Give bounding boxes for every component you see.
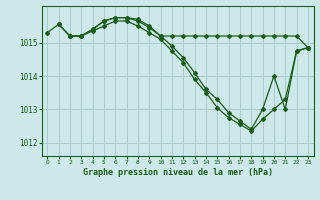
X-axis label: Graphe pression niveau de la mer (hPa): Graphe pression niveau de la mer (hPa) bbox=[83, 168, 273, 177]
